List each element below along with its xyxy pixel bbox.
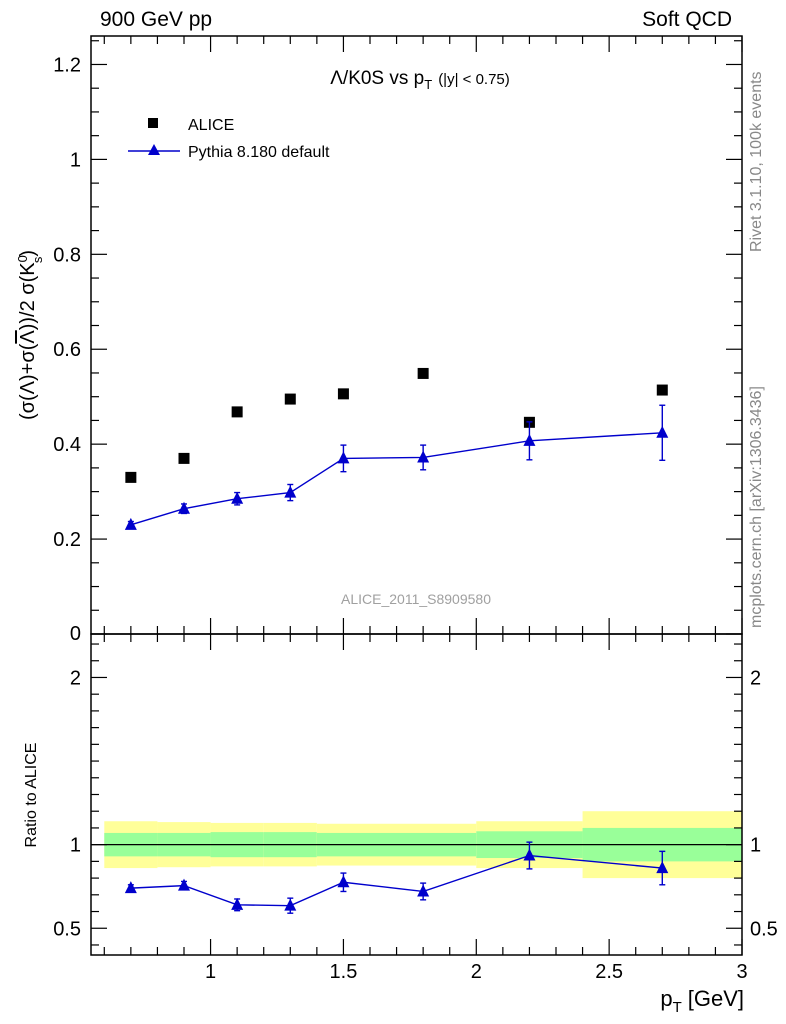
pythia-main-point-7 [656, 425, 669, 438]
pythia-ratio-point-6 [523, 848, 536, 861]
main-title-sub: T [424, 77, 432, 92]
x-tick-label-4: 3 [736, 961, 747, 983]
axis-labels: Λ/K0S vs pT (|y| < 0.75) (σ(Λ)+σ(Λ))/2 σ(… [15, 68, 745, 1016]
ylabel-mid: ))/2 σ(K [17, 262, 39, 331]
main-ytick-label-3: 0.8 [53, 244, 81, 266]
pythia-ratio-line [130, 854, 663, 907]
main-ylabel: (σ(Λ)+σ(Λ))/2 σ(K0s) [15, 250, 45, 420]
ratio-ytick-label-right-2: 2 [750, 667, 761, 689]
legend-pythia-marker [148, 144, 160, 155]
alice-point-5 [417, 367, 429, 379]
alice-point-2 [231, 406, 243, 418]
main-ytick-label-2: 0.6 [53, 339, 81, 361]
main-ytick-label-1: 0.4 [53, 434, 81, 456]
x-tick-label-3: 2.5 [595, 961, 623, 983]
legend: ALICE Pythia 8.180 default [128, 117, 330, 161]
legend-alice-marker [148, 118, 158, 128]
ylabel-sub: s [30, 256, 45, 263]
pythia-main-point-0 [124, 517, 137, 530]
pythia-main-point-2 [231, 491, 244, 504]
ratio-plot-panel: 1 1.5 2 2.5 30.5 0.51 12 2 [53, 633, 778, 983]
ratio-ylabel: Ratio to ALICE [23, 743, 40, 848]
alice-point-7 [656, 384, 668, 396]
alice-point-4 [337, 388, 349, 400]
header-left: 900 GeV pp [100, 8, 213, 31]
pythia-ratio-point-5 [417, 884, 430, 897]
xlabel-sub: T [673, 999, 682, 1016]
pythia-main-point-6 [523, 433, 536, 446]
ratio-ytick-label-left-2: 2 [70, 667, 81, 689]
ratio-ytick-label-left-0: 0.5 [53, 918, 81, 940]
pythia-ratio-point-3 [284, 898, 297, 911]
pythia-main-point-1 [178, 501, 190, 514]
main-title: Λ/K0S vs pT (|y| < 0.75) [330, 68, 510, 92]
header-right: Soft QCD [642, 8, 732, 31]
main-ytick-label-zero: 0 [70, 623, 81, 645]
pythia-ratio-point-0 [124, 881, 137, 894]
ylabel-sup: 0 [15, 255, 30, 262]
main-ytick-label-5: 1.2 [53, 54, 81, 76]
alice-point-3 [284, 393, 296, 405]
ylabel-lead: (σ(Λ)+σ( [17, 343, 39, 420]
x-tick-label-0: 1 [205, 961, 216, 983]
ratio-ytick-label-right-0: 0.5 [750, 918, 778, 940]
ylabel-tail: ) [17, 250, 39, 257]
alice-point-0 [125, 471, 137, 483]
xlabel-unit: [GeV] [688, 986, 744, 1011]
x-axis-label: pT [GeV] [660, 986, 744, 1016]
main-title-text: Λ/K0S vs p [330, 68, 424, 89]
pythia-main-point-5 [417, 450, 430, 463]
pythia-ratio-point-4 [337, 875, 350, 888]
main-ytick-label-0: 0.2 [53, 529, 81, 551]
pythia-main-point-3 [284, 485, 297, 498]
xlabel-text: p [660, 986, 672, 1011]
mcplots-note: mcplots.cern.ch [arXiv:1306.3436] [748, 386, 765, 628]
main-ytick-label-4: 1 [70, 149, 81, 171]
pythia-ratio-point-7 [656, 861, 669, 874]
legend-alice-label: ALICE [188, 117, 234, 134]
ratio-frame [90, 633, 743, 956]
analysis-watermark: ALICE_2011_S8909580 [341, 591, 491, 607]
ratio-ytick-label-left-1: 1 [70, 835, 81, 857]
x-tick-label-2: 2 [471, 961, 482, 983]
alice-point-1 [178, 452, 190, 464]
pythia-main-point-4 [337, 451, 350, 464]
pythia-ratio-point-1 [178, 878, 190, 891]
pythia-ratio-point-2 [231, 897, 244, 910]
pythia-main-line [130, 432, 663, 526]
main-title-suffix: (|y| < 0.75) [438, 71, 510, 88]
ylabel-bar: Λ [17, 330, 39, 344]
legend-pythia-label: Pythia 8.180 default [188, 144, 330, 161]
ratio-ytick-label-right-1: 1 [750, 835, 761, 857]
x-tick-label-1: 1.5 [330, 961, 358, 983]
rivet-note: Rivet 3.1.10, 100k events [748, 71, 765, 252]
